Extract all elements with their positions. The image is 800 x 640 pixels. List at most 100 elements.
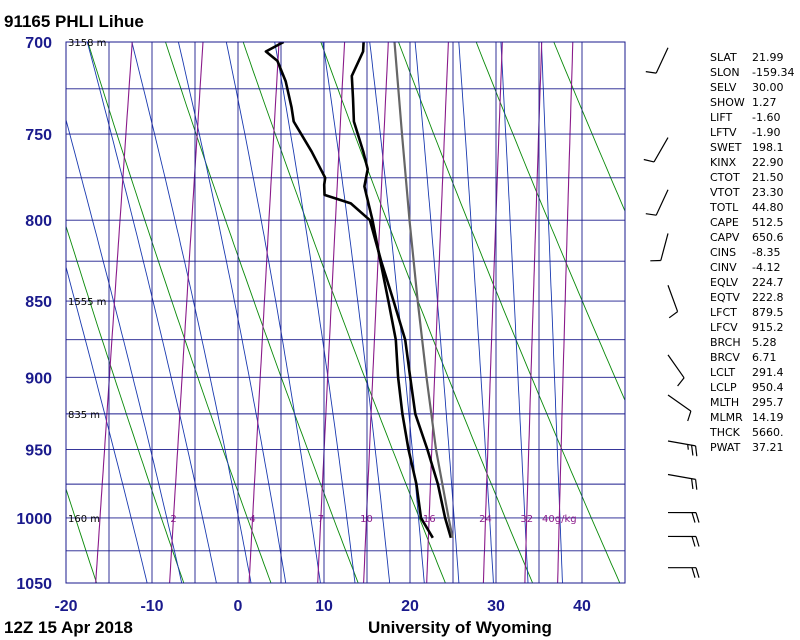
mixing-ratio-label: 10 <box>360 514 373 525</box>
barb-staff <box>653 137 669 163</box>
index-value: 22.90 <box>752 156 784 169</box>
dry-adiabat <box>66 487 98 583</box>
pressure-tick-label: 750 <box>25 127 52 144</box>
barb-half-feather <box>687 444 689 450</box>
index-name: LFTV <box>710 126 737 139</box>
index-value: 295.7 <box>752 396 784 409</box>
wind-barb <box>667 285 679 319</box>
barb-staff <box>667 394 692 412</box>
mixing-ratio-label: 24 <box>479 514 492 525</box>
mixing-ratio-label: 32 <box>520 514 533 525</box>
index-name: VTOT <box>710 186 740 199</box>
barb-feather <box>643 158 655 163</box>
moist-adiabat <box>177 42 287 583</box>
index-name: CINV <box>710 261 737 274</box>
index-value: 21.99 <box>752 51 784 64</box>
index-name: BRCH <box>710 336 741 349</box>
barb-feather <box>691 478 694 490</box>
mixing-ratio-label: 16 <box>423 514 436 525</box>
barb-feather <box>691 512 696 523</box>
barb-staff <box>667 285 679 312</box>
mixing-ratio-line <box>557 42 574 583</box>
barb-feather <box>645 71 657 74</box>
mixing-ratio-line <box>426 42 449 583</box>
mixing-ratio-line <box>482 42 503 583</box>
barb-staff <box>667 440 696 447</box>
pressure-tick-label: 850 <box>25 294 52 311</box>
index-name: CINS <box>710 246 736 259</box>
barb-feather <box>695 567 700 578</box>
pressure-axis: 700 750 800 850 900 950 1000 1050 <box>16 35 52 593</box>
index-value: -1.90 <box>752 126 780 139</box>
pressure-tick-label: 950 <box>25 442 52 459</box>
height-labels: 3158 m 1555 m 835 m 160 m <box>68 38 106 525</box>
moist-adiabat <box>274 42 356 583</box>
index-value: 650.6 <box>752 231 784 244</box>
index-value: 512.5 <box>752 216 784 229</box>
barb-feather <box>695 512 700 523</box>
temperature-tick-label: 20 <box>401 598 419 615</box>
height-label: 160 m <box>68 514 100 525</box>
barb-feather <box>691 567 696 578</box>
stability-indices: SLAT 21.99 SLON -159.34 SELV 30.00 SHOW 1.27 LIF… <box>709 51 794 454</box>
index-name: CAPV <box>710 231 740 244</box>
index-value: 915.2 <box>752 321 784 334</box>
index-value: 14.19 <box>752 411 784 424</box>
index-name: SHOW <box>710 96 745 109</box>
index-value: 21.50 <box>752 171 784 184</box>
height-label: 1555 m <box>68 297 106 308</box>
wind-barb <box>667 567 700 578</box>
mixing-ratio-label: 2 <box>170 514 176 525</box>
sounding-profiles <box>264 42 454 539</box>
wind-barb <box>645 47 669 74</box>
pressure-tick-label: 1050 <box>16 576 52 593</box>
index-value: 950.4 <box>752 381 784 394</box>
temperature-tick-label: 0 <box>234 598 243 615</box>
index-value: 224.7 <box>752 276 784 289</box>
temperature-tick-label: -20 <box>54 598 77 615</box>
index-name: PWAT <box>710 441 741 454</box>
mixing-ratio-line <box>524 42 543 583</box>
wind-barb <box>643 137 669 163</box>
index-name: CTOT <box>710 171 740 184</box>
index-value: 37.21 <box>752 441 784 454</box>
mixing-ratio-line <box>317 42 346 583</box>
moist-adiabat <box>131 42 252 583</box>
temperature-tick-label: -10 <box>140 598 163 615</box>
barb-feather <box>677 377 685 387</box>
dry-adiabat <box>87 42 272 583</box>
index-name: LIFT <box>710 111 733 124</box>
index-name: EQLV <box>710 276 739 289</box>
index-name: TOTL <box>709 201 739 214</box>
pressure-tick-label: 900 <box>25 370 52 387</box>
dewpoint-profile <box>264 42 453 539</box>
index-value: 1.27 <box>752 96 777 109</box>
barb-feather <box>691 445 694 456</box>
wind-barb <box>667 473 698 490</box>
wind-barb <box>667 394 692 422</box>
plot-grid <box>66 42 625 583</box>
barb-feather <box>695 479 698 490</box>
moist-adiabat <box>458 42 494 583</box>
index-value: -159.34 <box>752 66 794 79</box>
index-name: MLTH <box>710 396 739 409</box>
temperature-axis: -20 -10 0 10 20 30 40 <box>54 598 591 615</box>
plot-frame <box>65 41 626 584</box>
wind-barb <box>650 233 669 262</box>
index-name: SELV <box>710 81 737 94</box>
barb-feather <box>695 536 700 547</box>
wind-barb <box>667 354 685 387</box>
index-name: LFCV <box>710 321 738 334</box>
barb-feather <box>668 311 678 319</box>
temperature-tick-label: 30 <box>487 598 505 615</box>
barb-staff <box>655 189 669 216</box>
index-value: 5660. <box>752 426 784 439</box>
pressure-tick-label: 800 <box>25 213 52 230</box>
barb-feather <box>687 410 692 422</box>
footer-source: University of Wyoming <box>368 618 552 637</box>
index-name: CAPE <box>710 216 739 229</box>
barb-staff <box>667 354 685 379</box>
index-value: 44.80 <box>752 201 784 214</box>
index-name: LFCT <box>710 306 737 319</box>
